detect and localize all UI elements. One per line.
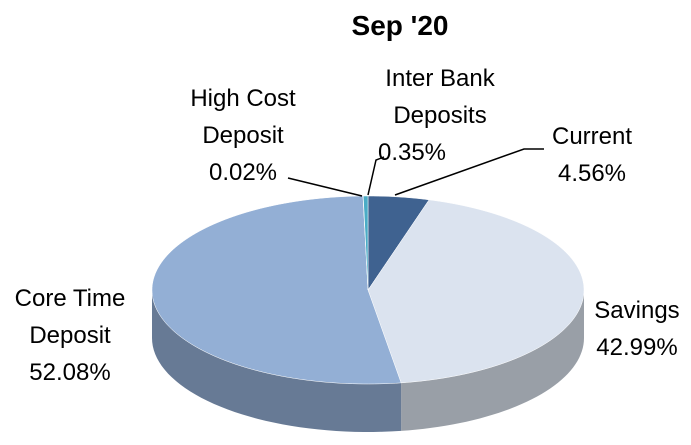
slice-side xyxy=(152,290,402,432)
slice xyxy=(362,195,369,291)
category-label: Savings xyxy=(594,297,680,324)
category-label: Core Time Deposit xyxy=(14,285,126,349)
category-label: Inter Bank Deposits xyxy=(385,65,495,129)
value-label: 52.08% xyxy=(29,359,111,386)
chart-title: Sep '20 xyxy=(351,10,449,41)
pie xyxy=(151,195,585,432)
slice xyxy=(367,195,430,291)
slice xyxy=(151,195,402,385)
value-label: 42.99% xyxy=(596,334,678,361)
leader-line xyxy=(394,148,544,196)
category-label: High Cost Deposit xyxy=(190,85,296,149)
category-label: Current xyxy=(551,123,633,150)
slice xyxy=(367,199,585,384)
leader-line xyxy=(287,177,363,197)
slice-side xyxy=(401,290,584,431)
value-label: 4.56% xyxy=(557,160,627,187)
leader-line xyxy=(367,156,385,196)
value-label: 0.02% xyxy=(208,159,278,186)
value-label: 0.35% xyxy=(377,139,447,166)
